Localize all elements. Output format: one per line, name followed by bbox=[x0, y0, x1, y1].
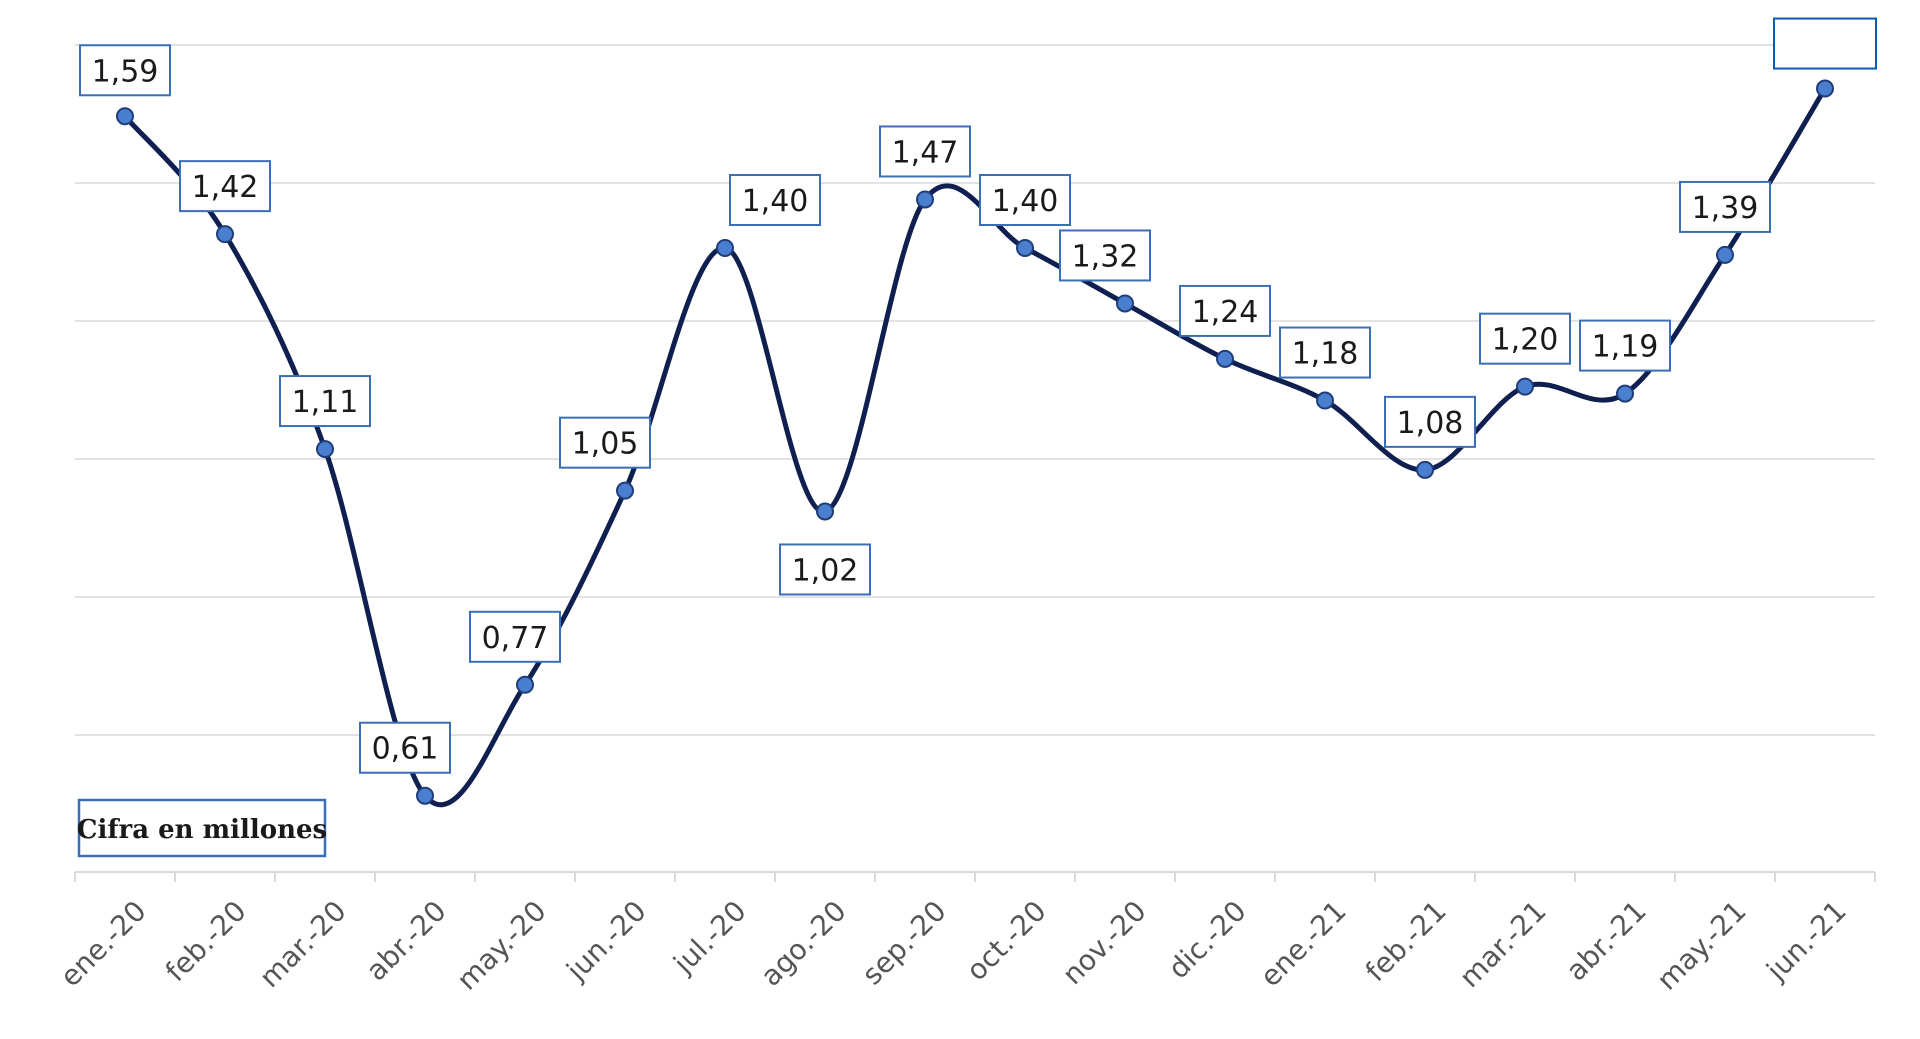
data-point bbox=[416, 786, 434, 805]
data-point bbox=[1016, 239, 1034, 257]
data-point bbox=[1316, 391, 1334, 410]
x-tick-label: nov.-20 bbox=[1056, 894, 1153, 991]
series bbox=[116, 79, 1834, 807]
x-tick-label: dic.-20 bbox=[1162, 894, 1253, 985]
x-tick-label: mar.-21 bbox=[1453, 894, 1553, 994]
x-tick-label: ago.-20 bbox=[754, 894, 852, 992]
data-label: 0,61 bbox=[359, 721, 451, 774]
x-tick-label: feb.-20 bbox=[159, 894, 253, 988]
annotation-box: Cifra en millones bbox=[77, 798, 327, 858]
data-label: 1,40 bbox=[729, 174, 821, 226]
annotation-text: Cifra en millones bbox=[77, 815, 327, 845]
data-point bbox=[1816, 79, 1834, 98]
x-tick-label: abr.-21 bbox=[1560, 894, 1653, 987]
svg-text:1,19: 1,19 bbox=[1592, 330, 1659, 365]
x-tick-label: mar.-20 bbox=[253, 894, 353, 994]
data-point bbox=[1216, 349, 1234, 368]
data-point bbox=[916, 190, 934, 209]
data-label: 1,42 bbox=[179, 160, 271, 213]
svg-text:1,02: 1,02 bbox=[792, 553, 859, 588]
x-tick-label: ene.-21 bbox=[1254, 894, 1353, 993]
svg-text:1,40: 1,40 bbox=[742, 184, 809, 219]
svg-text:1,08: 1,08 bbox=[1397, 406, 1464, 441]
svg-text:1,63: 1,63 bbox=[1786, 25, 1865, 63]
data-label: 1,08 bbox=[1384, 395, 1476, 448]
data-label: 0,77 bbox=[469, 610, 561, 663]
data-point bbox=[1116, 294, 1134, 313]
series-line bbox=[122, 86, 1828, 807]
x-tick-label: jun.-21 bbox=[1759, 894, 1852, 987]
data-label: 1,40 bbox=[979, 174, 1071, 226]
data-point bbox=[816, 502, 834, 521]
x-tick-label: sep.-20 bbox=[856, 894, 953, 991]
data-point bbox=[1416, 460, 1434, 479]
data-label: 1,63 bbox=[1773, 17, 1877, 70]
data-label: 1,39 bbox=[1679, 180, 1771, 233]
data-point bbox=[1716, 245, 1734, 264]
data-label: 1,24 bbox=[1179, 284, 1271, 337]
data-point bbox=[316, 440, 334, 459]
svg-text:1,05: 1,05 bbox=[572, 427, 639, 462]
data-label: 1,47 bbox=[879, 125, 971, 178]
x-tick-label: feb.-21 bbox=[1359, 894, 1453, 988]
data-point bbox=[1516, 377, 1534, 396]
data-point bbox=[1616, 384, 1634, 403]
data-labels: 1,59 1,42 1,11 0,61 0,77 1,05 1,40 1,02 1,47 1,40… bbox=[79, 17, 1877, 774]
svg-text:1,24: 1,24 bbox=[1192, 295, 1259, 330]
x-tick-label: abr.-20 bbox=[360, 894, 453, 987]
data-point bbox=[516, 675, 534, 694]
x-tick-label: oct.-20 bbox=[960, 894, 1053, 987]
data-label: 1,05 bbox=[559, 416, 651, 469]
svg-text:1,39: 1,39 bbox=[1692, 191, 1759, 226]
data-label: 1,18 bbox=[1279, 326, 1371, 379]
x-tick-label: may.-21 bbox=[1650, 894, 1752, 996]
x-tick-label: may.-20 bbox=[450, 894, 552, 996]
svg-text:1,47: 1,47 bbox=[892, 135, 959, 170]
svg-text:0,77: 0,77 bbox=[482, 621, 549, 656]
data-label: 1,32 bbox=[1059, 229, 1151, 282]
svg-text:1,32: 1,32 bbox=[1072, 239, 1139, 274]
data-label: 1,59 bbox=[79, 44, 171, 97]
svg-text:1,40: 1,40 bbox=[992, 184, 1059, 219]
data-point bbox=[116, 107, 134, 126]
data-point bbox=[616, 481, 634, 500]
svg-text:1,20: 1,20 bbox=[1492, 323, 1559, 358]
data-label: 1,02 bbox=[779, 543, 871, 596]
svg-text:0,61: 0,61 bbox=[372, 732, 439, 767]
data-label: 1,20 bbox=[1479, 312, 1571, 365]
data-label: 1,19 bbox=[1579, 319, 1671, 372]
x-tick-label: jun.-20 bbox=[559, 894, 652, 987]
data-point bbox=[216, 225, 234, 244]
x-tick-label: jul.-20 bbox=[666, 894, 752, 980]
svg-text:1,18: 1,18 bbox=[1292, 337, 1359, 372]
data-label: 1,11 bbox=[279, 375, 371, 428]
svg-text:1,59: 1,59 bbox=[92, 54, 159, 89]
data-point bbox=[716, 239, 734, 257]
svg-text:1,42: 1,42 bbox=[192, 170, 259, 205]
x-tick-label: ene.-20 bbox=[54, 894, 153, 993]
svg-text:1,11: 1,11 bbox=[292, 385, 359, 420]
